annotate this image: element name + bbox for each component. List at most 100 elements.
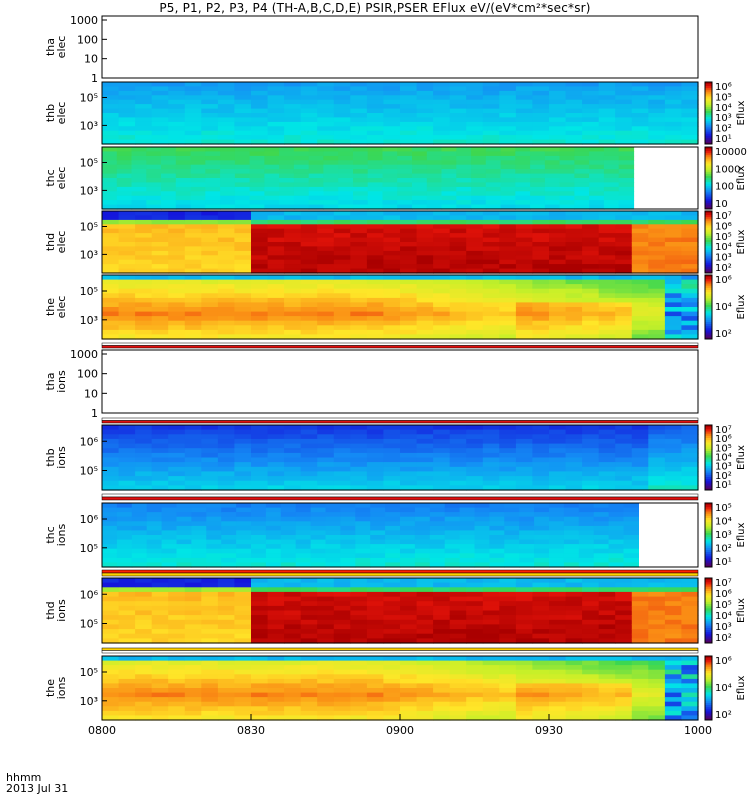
ytick-label-tha-ions-3: 1	[91, 407, 98, 420]
xtick-label-1: 0830	[237, 724, 265, 737]
figure-title: P5, P1, P2, P3, P4 (TH-A,B,C,D,E) PSIR,P…	[159, 1, 591, 15]
colorbar-thb-ions	[704, 424, 713, 491]
ylabel-thb-ions-0: thb	[44, 448, 57, 466]
colorbar-tick-thb-ions-3: 10⁴	[715, 453, 732, 464]
colorbar-tick-thd-elec-2: 10⁵	[715, 232, 732, 243]
ylabel-thb-ions-1: ions	[55, 446, 68, 469]
colorbar-tick-thb-ions-1: 10⁶	[715, 434, 732, 445]
ylabel-the-ions-0: the	[44, 679, 57, 697]
ylabel-the-elec-1: elec	[55, 296, 68, 319]
colorbar-tick-thb-ions-2: 10⁵	[715, 443, 732, 454]
colorbar-tick-thd-elec-0: 10⁷	[715, 211, 732, 222]
colorbar-tick-thb-elec-0: 10⁶	[715, 82, 732, 93]
ylabel-thc-elec-0: thc	[44, 169, 57, 186]
colorbar-tick-the-ions-0: 10⁶	[715, 656, 732, 667]
ytick-label-tha-elec-1: 100	[77, 33, 98, 46]
colorbar-tick-thc-ions-4: 10¹	[715, 557, 732, 568]
colorbar-tick-thd-elec-5: 10²	[715, 263, 732, 274]
colorbar-tick-thb-ions-5: 10²	[715, 471, 732, 482]
ytick-label-thb-elec-1: 10³	[80, 119, 98, 132]
colorbar-tick-thd-ions-2: 10⁵	[715, 600, 732, 611]
colorbar-tick-thc-ions-1: 10⁴	[715, 517, 732, 528]
separator-3-a	[101, 569, 699, 574]
colorbar-tick-thc-elec-3: 10	[715, 199, 728, 210]
colorbar-tick-thc-elec-0: 10000	[715, 147, 747, 158]
ylabel-thb-elec-0: thb	[44, 104, 57, 122]
ytick-label-tha-elec-3: 1	[91, 72, 98, 85]
colorbar-tick-thc-ions-3: 10²	[715, 544, 732, 555]
ylabel-tha-ions-1: ions	[55, 370, 68, 393]
colorbar-tick-thd-elec-1: 10⁶	[715, 221, 732, 232]
ylabel-tha-ions-0: tha	[44, 372, 57, 390]
date-label: 2013 Jul 31	[6, 782, 69, 795]
separator-2-a	[101, 493, 699, 498]
time-format-label: hhmm	[6, 771, 42, 784]
frame-thb-ions	[101, 424, 699, 491]
xtick-label-2: 0900	[386, 724, 414, 737]
ytick-label-tha-elec-0: 1000	[70, 14, 98, 27]
ytick-label-thb-elec-0: 10⁵	[80, 92, 98, 105]
ytick-label-thb-ions-0: 10⁶	[80, 435, 99, 448]
colorbar-tick-the-ions-2: 10²	[715, 710, 732, 721]
ylabel-tha-elec-1: elec	[55, 36, 68, 59]
xtick-label-0: 0800	[88, 724, 116, 737]
ytick-label-the-elec-1: 10³	[80, 314, 98, 327]
frame-thc-elec	[101, 146, 699, 210]
ylabel-thc-ions-1: ions	[55, 523, 68, 546]
colorbar-tick-the-elec-1: 10⁴	[715, 302, 732, 313]
colorbar-tick-thd-ions-3: 10⁴	[715, 611, 732, 622]
colorbar-tick-thc-elec-1: 1000	[715, 164, 740, 175]
colorbar-label-the-elec: Eflux	[736, 294, 747, 319]
colorbar-label-thd-elec: Eflux	[736, 229, 747, 254]
ytick-label-thc-ions-1: 10⁵	[80, 542, 98, 555]
ylabel-thd-elec-0: thd	[44, 233, 57, 251]
ylabel-tha-elec-0: tha	[44, 38, 57, 56]
colorbar-tick-thb-elec-3: 10³	[715, 113, 732, 124]
colorbar-thc-elec	[704, 146, 713, 210]
ytick-label-thc-elec-1: 10³	[80, 184, 98, 197]
separator-2-b	[101, 496, 699, 501]
ytick-label-thd-ions-0: 10⁶	[80, 588, 99, 601]
frame-thd-elec	[101, 210, 699, 274]
xtick-label-4: 1000	[684, 724, 712, 737]
ytick-label-thd-elec-0: 10⁵	[80, 221, 98, 234]
colorbar-label-thc-elec: Eflux	[736, 165, 747, 190]
frame-thd-ions	[101, 577, 699, 644]
colorbar-label-thd-ions: Eflux	[736, 598, 747, 623]
colorbar-thb-elec	[704, 81, 713, 145]
ytick-label-the-ions-1: 10³	[80, 695, 98, 708]
colorbar-tick-thb-ions-6: 10¹	[715, 480, 732, 491]
colorbar-label-thb-ions: Eflux	[736, 445, 747, 470]
ytick-label-tha-ions-1: 100	[77, 368, 98, 381]
frame-tha-ions	[101, 349, 699, 414]
colorbar-the-elec	[704, 274, 713, 340]
colorbar-tick-thd-elec-3: 10⁴	[715, 242, 732, 253]
separator-0-b	[101, 345, 699, 349]
ylabel-thd-elec-1: elec	[55, 231, 68, 254]
ytick-label-the-elec-0: 10⁵	[80, 285, 98, 298]
colorbar-the-ions	[704, 655, 713, 721]
colorbar-tick-thd-ions-4: 10³	[715, 622, 732, 633]
separator-1-a	[101, 417, 699, 421]
colorbar-tick-the-elec-0: 10⁶	[715, 275, 732, 286]
colorbar-tick-the-ions-1: 10⁴	[715, 683, 732, 694]
colorbar-label-thc-ions: Eflux	[736, 522, 747, 547]
ylabel-the-ions-1: ions	[55, 676, 68, 699]
colorbar-thd-ions	[704, 577, 713, 644]
ylabel-thd-ions-1: ions	[55, 599, 68, 622]
ytick-label-tha-ions-0: 1000	[70, 348, 98, 361]
colorbar-label-the-ions: Eflux	[736, 675, 747, 700]
separator-0-a	[101, 342, 699, 346]
colorbar-tick-thc-ions-0: 10⁵	[715, 503, 732, 514]
ytick-label-thd-elec-1: 10³	[80, 248, 98, 261]
colorbar-tick-thb-elec-4: 10²	[715, 124, 732, 135]
ylabel-the-elec-0: the	[44, 298, 57, 316]
ylabel-thb-elec-1: elec	[55, 102, 68, 125]
colorbar-tick-thd-ions-1: 10⁶	[715, 589, 732, 600]
